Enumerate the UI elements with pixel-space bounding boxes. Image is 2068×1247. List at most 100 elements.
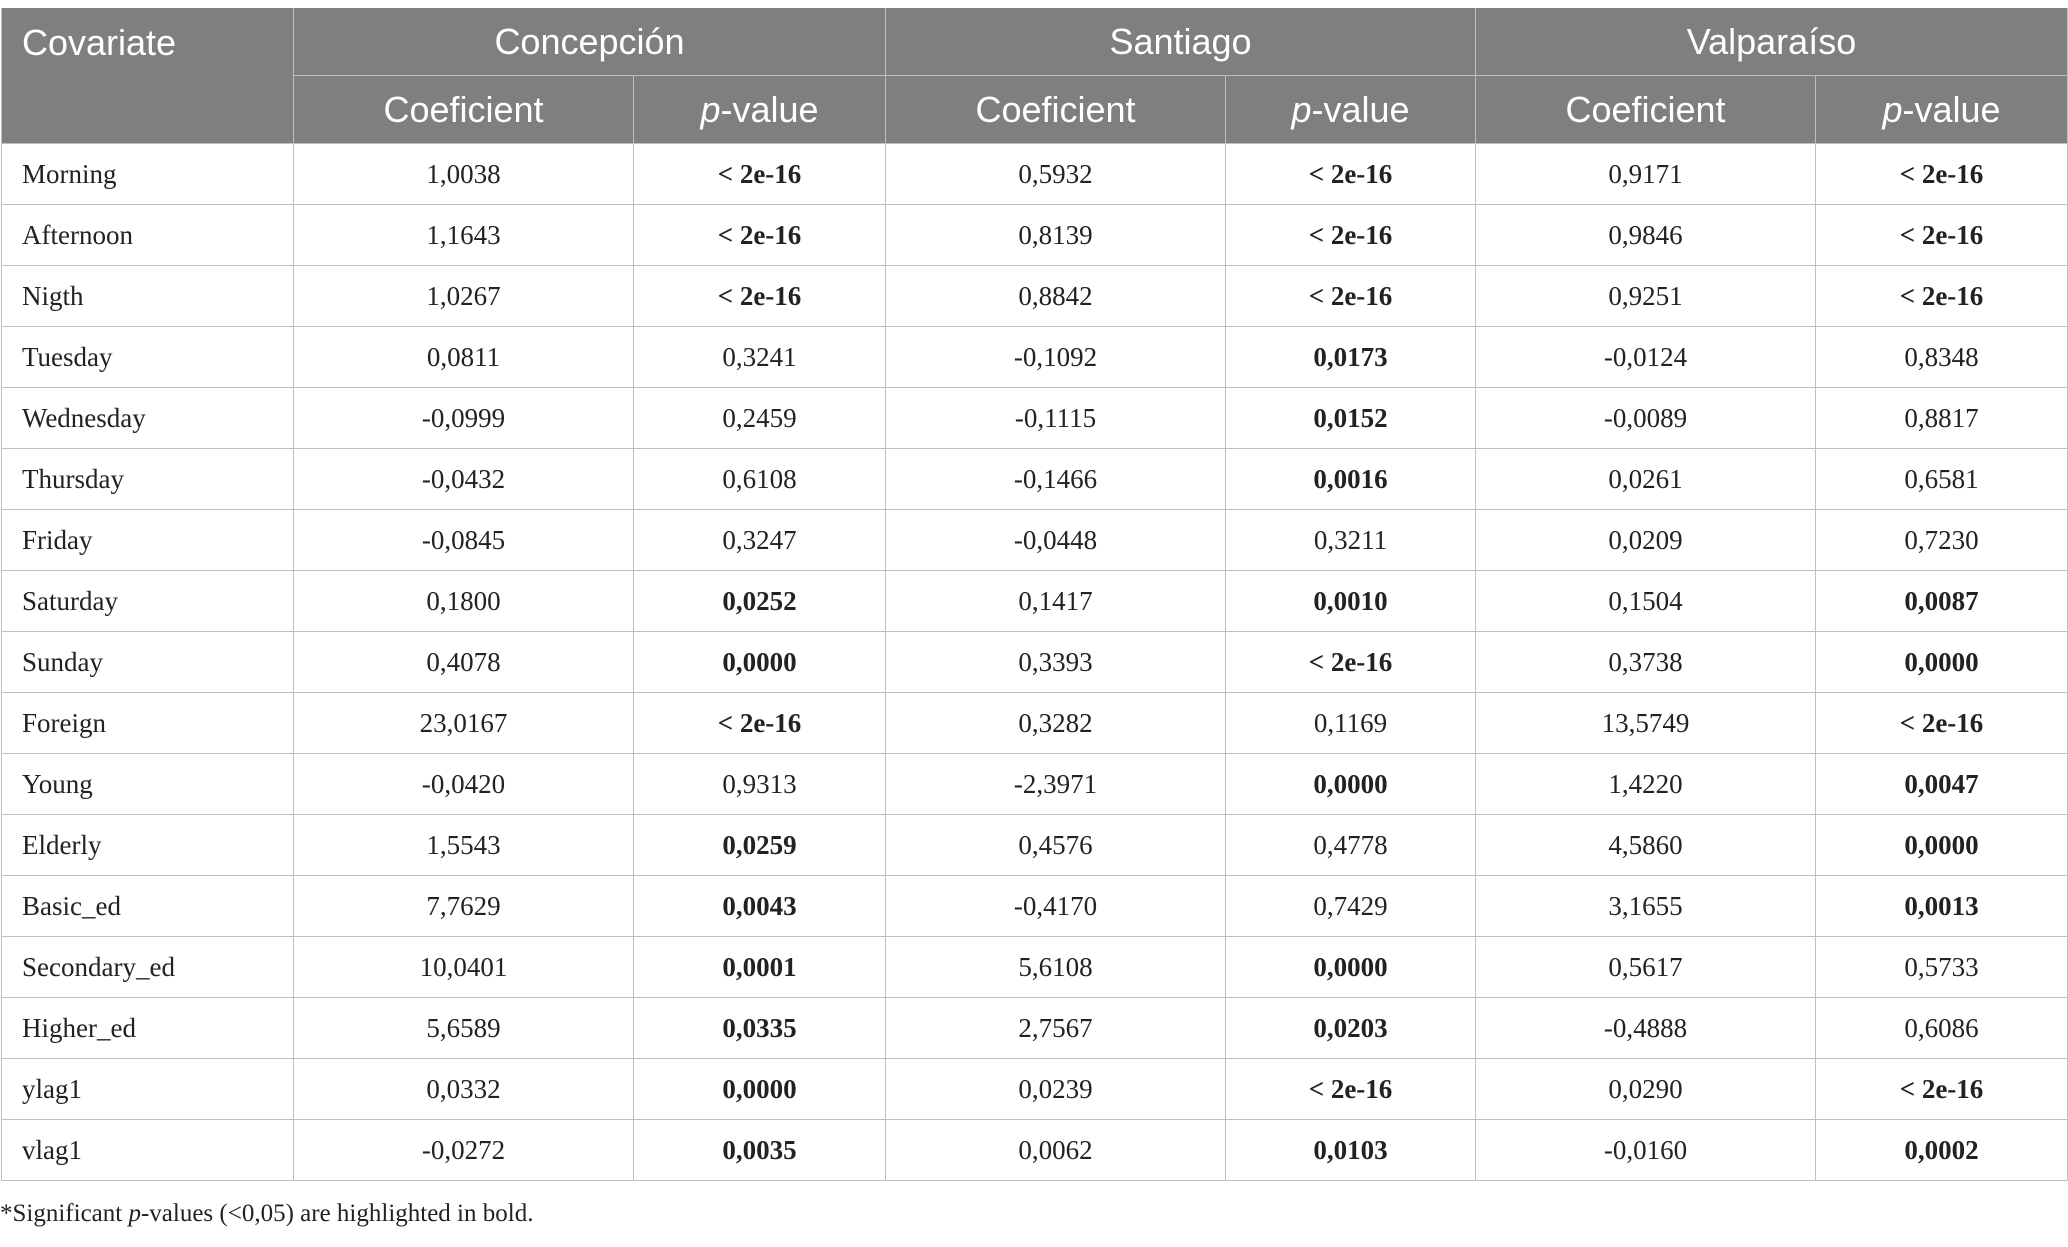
- p-value-cell: < 2e-16: [633, 692, 886, 754]
- coefficient-cell: -2,3971: [885, 753, 1226, 815]
- p-value-cell: < 2e-16: [633, 265, 886, 327]
- coefficient-cell: 0,3282: [885, 692, 1226, 754]
- table-row: Basic_ed 7,7629 0,0043 -0,4170 0,7429 3,1655 0…: [1, 875, 2068, 937]
- row-covariate-name: Wednesday: [1, 387, 294, 449]
- table-row: Nigth 1,0267 < 2e-16 0,8842 < 2e-16 0,9251 < 2…: [1, 265, 2068, 327]
- coefficient-cell: -0,0272: [293, 1119, 634, 1181]
- p-value-cell: < 2e-16: [1815, 1058, 2068, 1120]
- coefficient-cell: 0,4576: [885, 814, 1226, 876]
- p-value-cell: 0,0002: [1815, 1119, 2068, 1181]
- p-value-cell: < 2e-16: [633, 204, 886, 266]
- coefficient-cell: 0,4078: [293, 631, 634, 693]
- coefficient-cell: -0,1115: [885, 387, 1226, 449]
- p-value-cell: < 2e-16: [633, 143, 886, 205]
- p-value-cell: 0,6108: [633, 448, 886, 510]
- p-value-cell: 0,0087: [1815, 570, 2068, 632]
- coefficient-cell: 13,5749: [1475, 692, 1816, 754]
- coefficient-cell: -0,1092: [885, 326, 1226, 388]
- coefficient-cell: 0,5932: [885, 143, 1226, 205]
- p-value-cell: 0,0000: [1225, 936, 1476, 998]
- table-row: Secondary_ed 10,0401 0,0001 5,6108 0,0000 0,5…: [1, 936, 2068, 998]
- row-covariate-name: Young: [1, 753, 294, 815]
- p-value-cell: < 2e-16: [1225, 143, 1476, 205]
- row-covariate-name: ylag1: [1, 1058, 294, 1120]
- table-row: Morning 1,0038 < 2e-16 0,5932 < 2e-16 0,9171 <…: [1, 143, 2068, 205]
- header-city-valparaiso: Valparaíso: [1475, 8, 2068, 76]
- coefficient-cell: -0,0999: [293, 387, 634, 449]
- coefficient-cell: 0,0290: [1475, 1058, 1816, 1120]
- coefficient-cell: 0,1417: [885, 570, 1226, 632]
- p-value-cell: 0,0000: [1815, 814, 2068, 876]
- p-value-cell: 0,0000: [633, 631, 886, 693]
- row-covariate-name: Higher_ed: [1, 997, 294, 1059]
- p-value-cell: 0,0016: [1225, 448, 1476, 510]
- coefficient-cell: 1,4220: [1475, 753, 1816, 815]
- table-row: Tuesday 0,0811 0,3241 -0,1092 0,0173 -0,0124 0…: [1, 326, 2068, 388]
- coefficient-cell: 3,1655: [1475, 875, 1816, 937]
- p-value-cell: 0,0000: [1225, 753, 1476, 815]
- p-value-cell: < 2e-16: [1225, 204, 1476, 266]
- coefficient-cell: -0,0448: [885, 509, 1226, 571]
- table-row: Thursday -0,0432 0,6108 -0,1466 0,0016 0,0261…: [1, 448, 2068, 510]
- coefficient-cell: 0,1504: [1475, 570, 1816, 632]
- coefficient-cell: -0,0845: [293, 509, 634, 571]
- coefficient-cell: -0,0160: [1475, 1119, 1816, 1181]
- row-covariate-name: Foreign: [1, 692, 294, 754]
- coefficient-cell: 0,8139: [885, 204, 1226, 266]
- header-p-value: p-value: [1225, 75, 1476, 144]
- coefficient-cell: 0,9846: [1475, 204, 1816, 266]
- header-p-value: p-value: [633, 75, 886, 144]
- row-covariate-name: vlag1: [1, 1119, 294, 1181]
- row-covariate-name: Friday: [1, 509, 294, 571]
- p-value-cell: 0,3241: [633, 326, 886, 388]
- p-value-cell: 0,8348: [1815, 326, 2068, 388]
- row-covariate-name: Saturday: [1, 570, 294, 632]
- p-value-cell: 0,5733: [1815, 936, 2068, 998]
- row-covariate-name: Afternoon: [1, 204, 294, 266]
- p-value-cell: < 2e-16: [1815, 265, 2068, 327]
- coefficient-cell: -0,0420: [293, 753, 634, 815]
- row-covariate-name: Sunday: [1, 631, 294, 693]
- coefficient-cell: 1,5543: [293, 814, 634, 876]
- header-coefficient: Coeficient: [1475, 75, 1816, 144]
- row-covariate-name: Thursday: [1, 448, 294, 510]
- p-value-cell: 0,0035: [633, 1119, 886, 1181]
- coefficient-cell: 10,0401: [293, 936, 634, 998]
- p-value-cell: 0,3211: [1225, 509, 1476, 571]
- p-value-cell: < 2e-16: [1815, 692, 2068, 754]
- p-value-cell: 0,0013: [1815, 875, 2068, 937]
- row-covariate-name: Nigth: [1, 265, 294, 327]
- coefficient-cell: 2,7567: [885, 997, 1226, 1059]
- coefficients-table: Covariate Concepción Santiago Valparaíso…: [1, 8, 2068, 1181]
- p-value-cell: 0,1169: [1225, 692, 1476, 754]
- coefficient-cell: 0,0811: [293, 326, 634, 388]
- row-covariate-name: Morning: [1, 143, 294, 205]
- p-value-cell: 0,7429: [1225, 875, 1476, 937]
- p-value-cell: 0,2459: [633, 387, 886, 449]
- table-row: Sunday 0,4078 0,0000 0,3393 < 2e-16 0,3738 0,0…: [1, 631, 2068, 693]
- p-value-cell: < 2e-16: [1815, 204, 2068, 266]
- coefficient-cell: 0,9251: [1475, 265, 1816, 327]
- coefficient-cell: 7,7629: [293, 875, 634, 937]
- p-value-cell: 0,0252: [633, 570, 886, 632]
- coefficient-cell: 0,5617: [1475, 936, 1816, 998]
- header-p-value: p-value: [1815, 75, 2068, 144]
- coefficient-cell: 4,5860: [1475, 814, 1816, 876]
- coefficient-cell: -0,1466: [885, 448, 1226, 510]
- p-value-cell: 0,0173: [1225, 326, 1476, 388]
- coefficient-cell: 0,3738: [1475, 631, 1816, 693]
- row-covariate-name: Elderly: [1, 814, 294, 876]
- coefficient-cell: 5,6589: [293, 997, 634, 1059]
- table-row: Foreign 23,0167 < 2e-16 0,3282 0,1169 13,5749…: [1, 692, 2068, 754]
- coefficient-cell: -0,0432: [293, 448, 634, 510]
- p-value-cell: < 2e-16: [1815, 143, 2068, 205]
- p-value-cell: 0,6581: [1815, 448, 2068, 510]
- table-container: Covariate Concepción Santiago Valparaíso…: [0, 8, 2068, 1181]
- table-body: Morning 1,0038 < 2e-16 0,5932 < 2e-16 0,9171 <…: [1, 143, 2068, 1181]
- coefficient-cell: -0,0124: [1475, 326, 1816, 388]
- p-value-cell: 0,9313: [633, 753, 886, 815]
- coefficient-cell: 0,0332: [293, 1058, 634, 1120]
- p-value-cell: 0,0043: [633, 875, 886, 937]
- p-value-cell: < 2e-16: [1225, 631, 1476, 693]
- coefficient-cell: 0,0209: [1475, 509, 1816, 571]
